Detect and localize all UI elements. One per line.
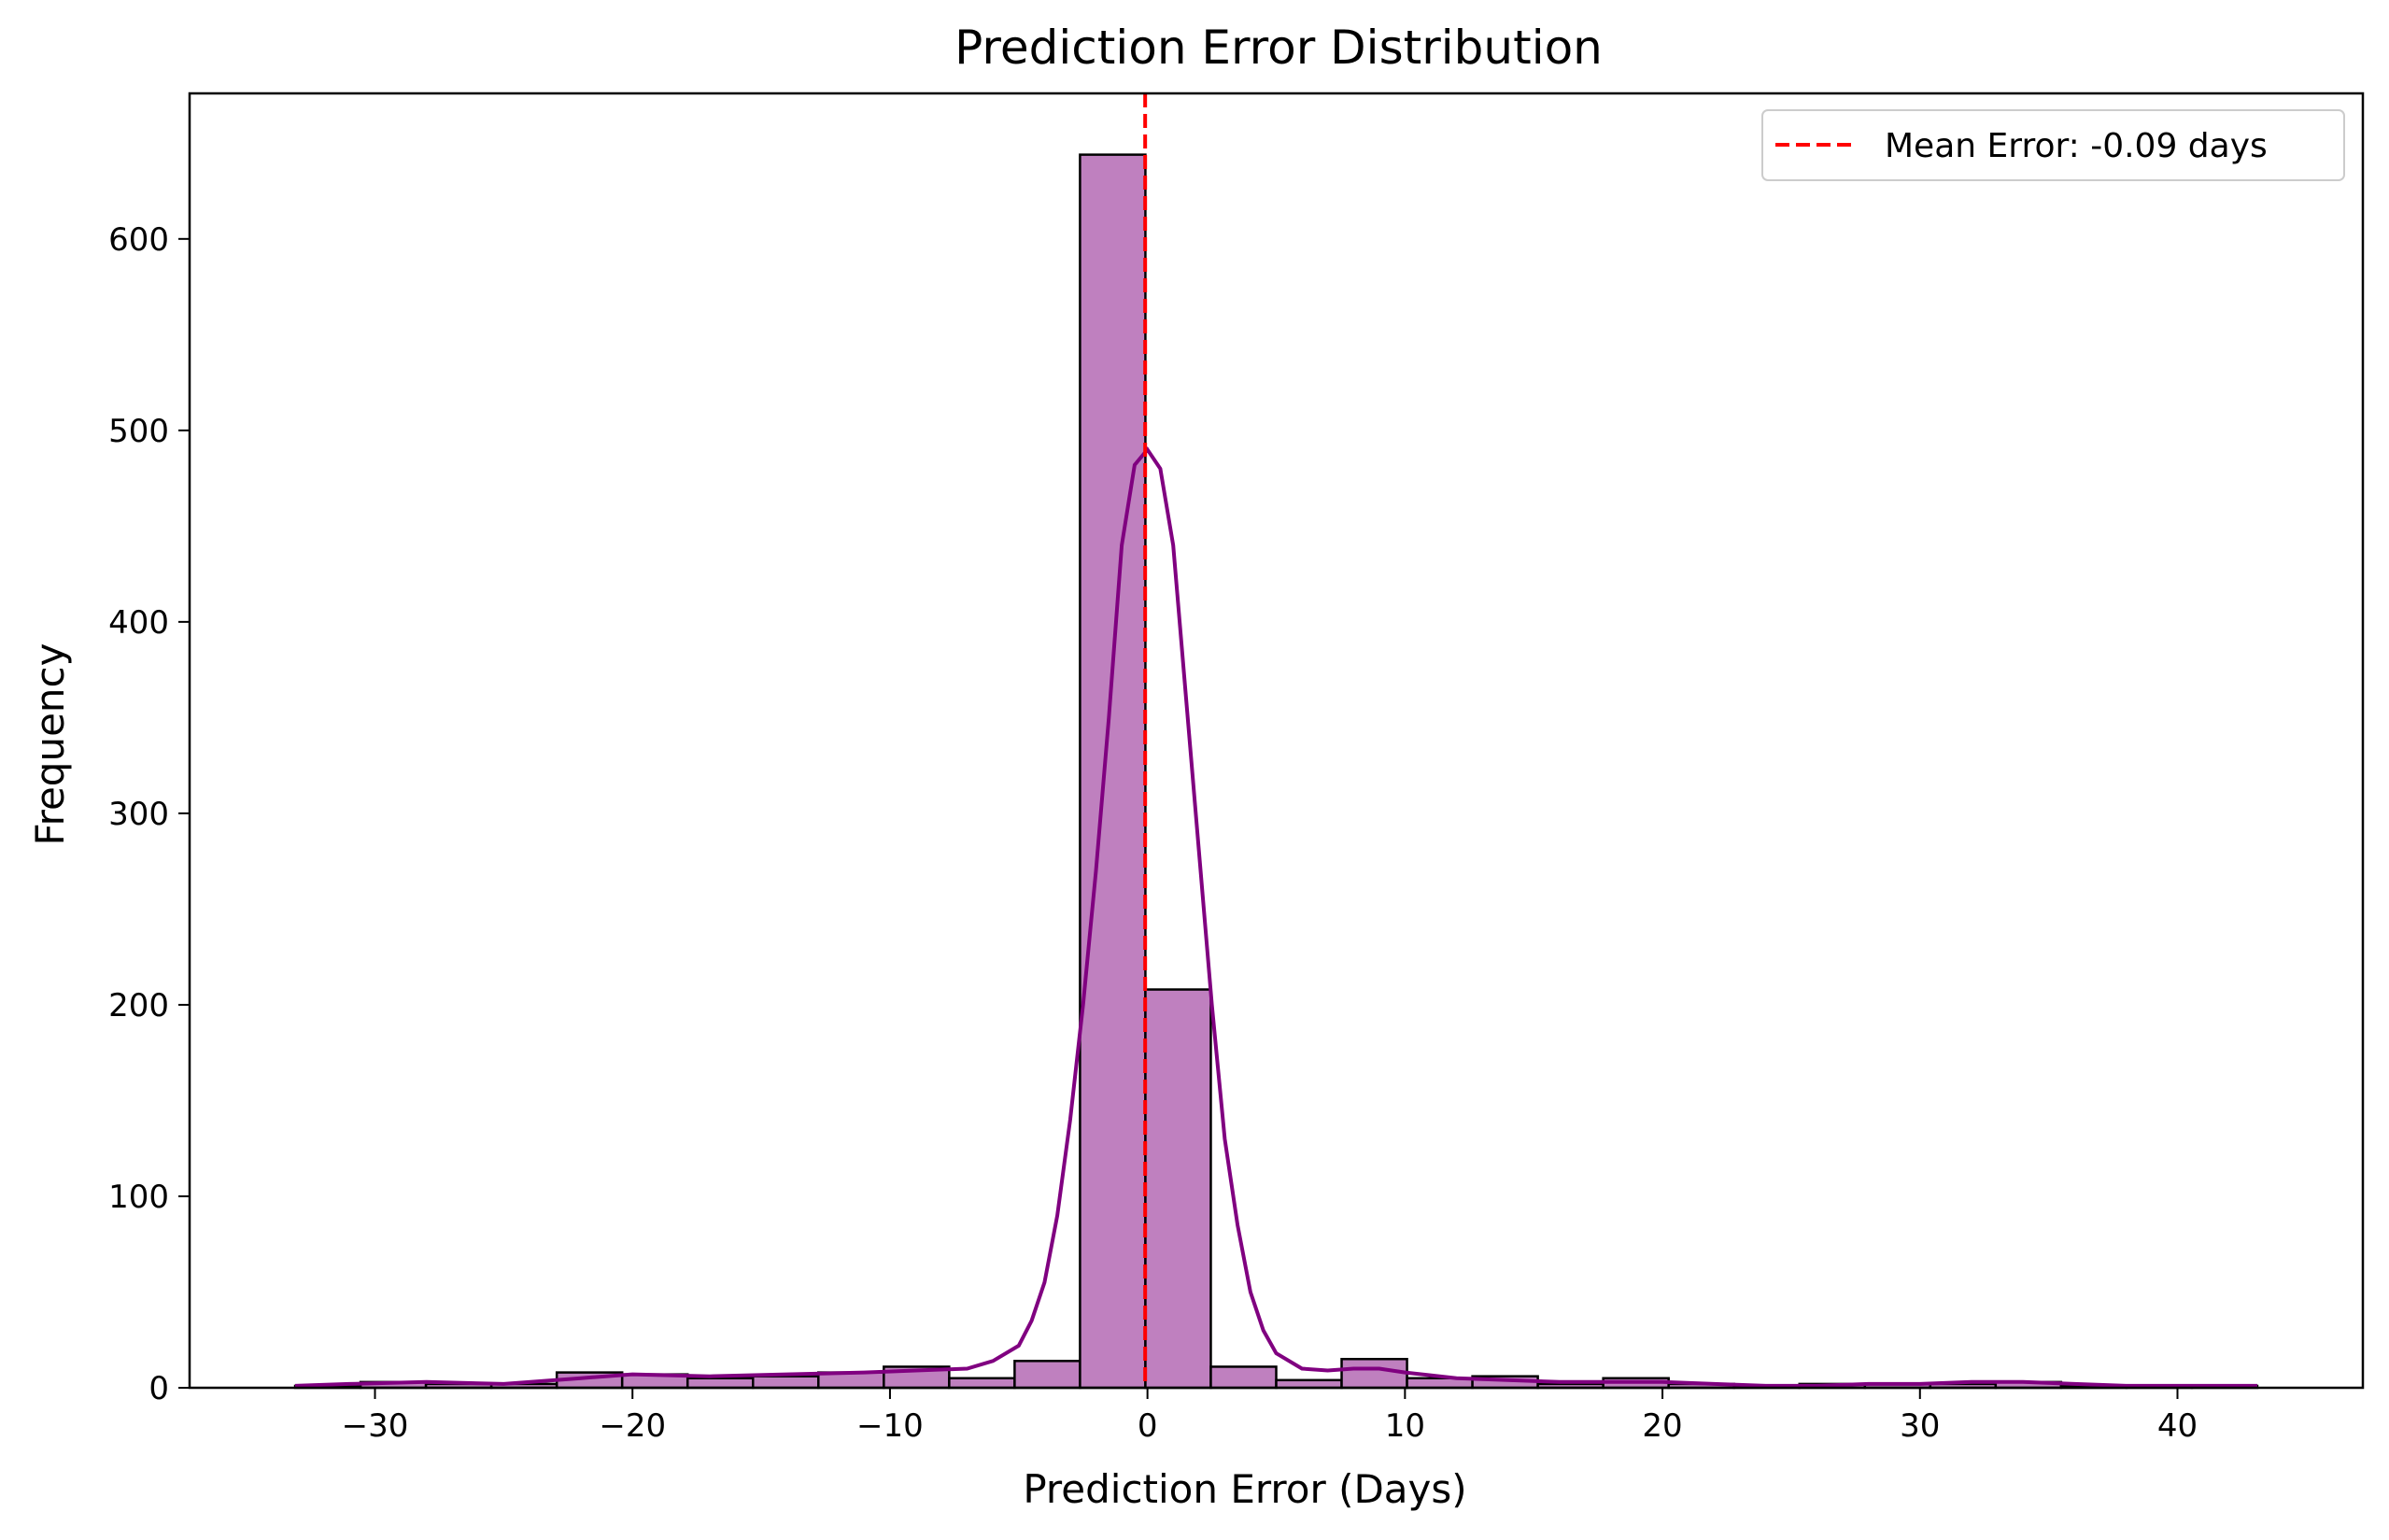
y-tick-label: 200 [108,987,169,1024]
y-tick-label: 0 [148,1370,169,1407]
x-tick-label: 30 [1900,1407,1940,1445]
x-axis-label: Prediction Error (Days) [1023,1466,1466,1512]
y-tick-label: 300 [108,796,169,833]
x-tick-label: −20 [599,1407,666,1445]
x-tick-label: 20 [1642,1407,1682,1445]
y-tick-label: 400 [108,604,169,642]
histogram-bar [1340,1357,1408,1390]
y-tick-label: 600 [108,221,169,259]
histogram-bar [686,1377,755,1390]
axes-frame [188,92,2365,1390]
x-tick-label: 0 [1138,1407,1158,1445]
legend-mean-error-label: Mean Error: -0.09 days [1885,127,2268,165]
y-tick-label: 500 [108,413,169,450]
y-tick-label: 100 [108,1179,169,1216]
y-axis-ticks: 0 100 200 300 400 500 600 [108,221,190,1407]
x-tick-label: 10 [1385,1407,1425,1445]
histogram-bar [1013,1360,1081,1390]
histogram-bar [1209,1365,1278,1390]
y-axis-label: Frequency [27,643,73,846]
chart-title: Prediction Error Distribution [954,21,1603,75]
plot-area [293,93,2259,1390]
histogram-bar [948,1377,1016,1390]
kde-curve [294,446,2257,1388]
legend: Mean Error: -0.09 days [1761,109,2345,181]
x-tick-label: 40 [2157,1407,2198,1445]
x-tick-label: −30 [342,1407,409,1445]
legend-box [1761,109,2345,181]
histogram-bar [752,1375,820,1390]
x-tick-label: −10 [856,1407,924,1445]
histogram-bar [1144,988,1212,1390]
histogram-bar [1079,153,1147,1390]
x-axis-ticks: −30 −20 −10 0 10 20 30 40 [342,1388,2198,1445]
